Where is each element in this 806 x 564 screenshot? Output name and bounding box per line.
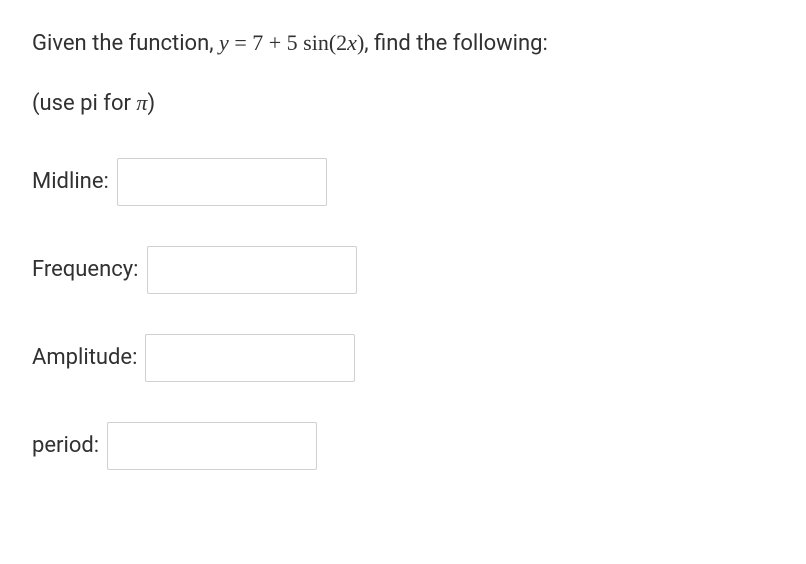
math-var-x: x: [347, 30, 357, 55]
amplitude-label: Amplitude:: [32, 345, 137, 370]
math-coef-2: 2: [336, 30, 347, 55]
frequency-label: Frequency:: [32, 257, 139, 282]
period-row: period:: [32, 422, 774, 470]
math-equals: =: [229, 30, 252, 55]
frequency-row: Frequency:: [32, 246, 774, 294]
question-prefix: Given the function,: [32, 31, 219, 56]
hint-prefix: (use pi for: [32, 91, 136, 116]
midline-row: Midline:: [32, 158, 774, 206]
midline-label: Midline:: [32, 169, 109, 194]
hint-text: (use pi for π): [32, 88, 774, 120]
period-label: period:: [32, 433, 99, 458]
pi-symbol: π: [136, 90, 147, 115]
question-suffix: , find the following:: [364, 31, 548, 56]
amplitude-row: Amplitude:: [32, 334, 774, 382]
period-input[interactable]: [107, 422, 317, 470]
math-var-y: y: [219, 30, 229, 55]
amplitude-input[interactable]: [145, 334, 355, 382]
math-sin: sin: [298, 30, 329, 55]
frequency-input[interactable]: [147, 246, 357, 294]
midline-input[interactable]: [117, 158, 327, 206]
math-const-5: 5: [287, 30, 298, 55]
math-plus: +: [263, 30, 286, 55]
question-text: Given the function, y = 7 + 5 sin(2x), f…: [32, 28, 774, 60]
hint-suffix: ): [147, 91, 155, 116]
math-const-7: 7: [252, 30, 263, 55]
